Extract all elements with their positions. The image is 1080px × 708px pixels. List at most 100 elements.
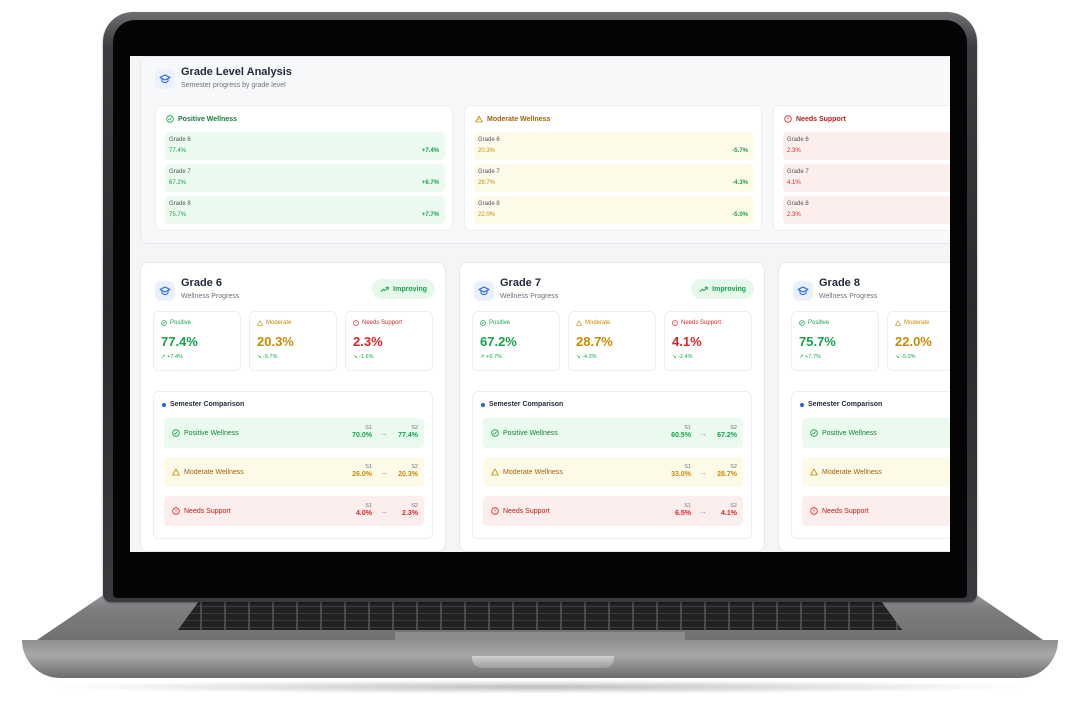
- metric-delta-text: +6.7%: [486, 354, 502, 360]
- moderate-wellness-heading: Moderate Wellness: [475, 115, 550, 123]
- comparison-label: Positive Wellness: [491, 429, 558, 437]
- comparison-label-text: Moderate Wellness: [822, 468, 882, 476]
- grade-value: 4.1%: [787, 180, 801, 186]
- metric-label-text: Moderate: [585, 320, 611, 326]
- semester-comparison-title: Semester Comparison: [808, 401, 883, 408]
- metric-delta-text: -5.7%: [263, 354, 278, 360]
- comparison-label: Moderate Wellness: [491, 468, 563, 476]
- grade-value: 28.7%: [478, 180, 496, 186]
- grade-title: Grade 7: [500, 277, 541, 289]
- semester-2: S2 28.7%: [717, 464, 737, 478]
- needs-support-card: Needs Support Grade 6 2.3% Grade 7 4.1% …: [773, 105, 950, 231]
- grade-value: 2.3%: [787, 212, 801, 218]
- semester-2-tag: S2: [730, 464, 737, 470]
- warning-triangle-icon: [475, 115, 483, 123]
- semester-1: S1 33.0%: [671, 464, 691, 478]
- metric-label: Moderate: [895, 320, 929, 326]
- check-circle-icon: [166, 115, 174, 123]
- grade-6-card: Grade 6 Wellness Progress Improving Posi…: [140, 262, 446, 552]
- semester-1-value: 26.0%: [352, 471, 372, 478]
- semester-2-tag: S2: [730, 425, 737, 431]
- metric-delta-text: -1.6%: [359, 354, 374, 360]
- grade-value: 2.3%: [787, 148, 801, 154]
- semester-2: S2 4.1%: [721, 503, 737, 517]
- arrow-right-icon: →: [699, 429, 707, 438]
- comparison-label: Moderate Wellness: [810, 468, 882, 476]
- semester-comparison-title: Semester Comparison: [170, 401, 245, 408]
- semester-2-value: 77.4%: [398, 432, 418, 439]
- warning-triangle-icon: [576, 320, 582, 326]
- grade-name: Grade 8: [169, 201, 191, 207]
- check-circle-icon: [810, 429, 818, 437]
- comparison-row-positive: Positive Wellness S1 70.0% → S2 77.4%: [164, 418, 424, 448]
- laptop-screen: Grade Level Analysis Semester progress b…: [130, 56, 950, 552]
- semester-2: S2 77.4%: [398, 425, 418, 439]
- laptop-shadow: [40, 680, 1040, 694]
- metric-delta: ↘ -5.0%: [895, 354, 916, 360]
- grade-name: Grade 7: [787, 169, 809, 175]
- metric-delta: ↘ -1.6%: [353, 354, 374, 360]
- semester-comparison: Semester Comparison Positive Wellness Mo…: [791, 391, 950, 539]
- metric-delta: ↗ +6.7%: [480, 354, 502, 360]
- semester-2: S2 67.2%: [717, 425, 737, 439]
- comparison-row-positive: Positive Wellness: [802, 418, 950, 448]
- grade-delta: -4.3%: [732, 180, 748, 186]
- semester-1-value: 70.0%: [352, 432, 372, 439]
- comparison-label: Positive Wellness: [172, 429, 239, 437]
- semester-comparison-title: Semester Comparison: [489, 401, 564, 408]
- arrow-right-icon: →: [699, 468, 707, 477]
- semester-comparison: Semester Comparison Positive Wellness S1…: [153, 391, 433, 539]
- metric-label-text: Needs Support: [681, 320, 722, 326]
- metric-label-text: Moderate: [904, 320, 930, 326]
- comparison-label: Needs Support: [491, 507, 550, 515]
- moderate-metric: Moderate 20.3% ↘ -5.7%: [249, 311, 337, 371]
- grade-subtitle: Wellness Progress: [500, 293, 559, 300]
- comparison-label-text: Positive Wellness: [503, 429, 558, 437]
- dashboard-canvas: Grade Level Analysis Semester progress b…: [130, 56, 950, 552]
- metric-delta-text: +7.7%: [805, 354, 821, 360]
- metric-label-text: Needs Support: [362, 320, 403, 326]
- comparison-label-text: Needs Support: [822, 507, 869, 515]
- graduation-cap-icon: [155, 69, 175, 89]
- metric-delta: ↗ +7.7%: [799, 354, 821, 360]
- grade-value: 20.3%: [478, 148, 496, 154]
- metric-delta-text: -5.0%: [901, 354, 916, 360]
- metric-value: 22.0%: [895, 334, 932, 349]
- metric-label-text: Moderate: [266, 320, 292, 326]
- arrow-right-icon: →: [699, 507, 707, 516]
- comparison-label-text: Positive Wellness: [822, 429, 877, 437]
- moderate-metric: Moderate 28.7% ↘ -4.3%: [568, 311, 656, 371]
- semester-comparison-heading: Semester Comparison: [800, 401, 882, 408]
- grade-name: Grade 7: [169, 169, 191, 175]
- semester-2-value: 67.2%: [717, 432, 737, 439]
- comparison-row-support: Needs Support: [802, 496, 950, 526]
- trend-up-icon: [699, 286, 708, 293]
- comparison-row-support: Needs Support S1 6.5% → S2 4.1%: [483, 496, 743, 526]
- metric-value: 67.2%: [480, 334, 517, 349]
- grade-row: Grade 8 22.0% -5.0%: [474, 196, 754, 224]
- comparison-row-moderate: Moderate Wellness S1 33.0% → S2 28.7%: [483, 457, 743, 487]
- comparison-label-text: Positive Wellness: [184, 429, 239, 437]
- grade-name: Grade 6: [169, 137, 191, 143]
- metric-delta: ↘ -5.7%: [257, 354, 278, 360]
- comparison-label-text: Needs Support: [184, 507, 231, 515]
- warning-triangle-icon: [257, 320, 263, 326]
- grade-row: Grade 6 20.3% -5.7%: [474, 132, 754, 160]
- semester-2-tag: S2: [411, 425, 418, 431]
- metric-delta-text: -2.4%: [678, 354, 693, 360]
- grade-subtitle: Wellness Progress: [181, 293, 240, 300]
- semester-comparison-heading: Semester Comparison: [481, 401, 563, 408]
- comparison-label: Needs Support: [810, 507, 869, 515]
- grade-delta: +6.7%: [421, 180, 439, 186]
- moderate-wellness-card: Moderate Wellness Grade 6 20.3% -5.7% Gr…: [464, 105, 762, 231]
- comparison-label-text: Moderate Wellness: [503, 468, 563, 476]
- category-label: Needs Support: [796, 115, 846, 123]
- grade-row: Grade 6 2.3%: [783, 132, 950, 160]
- metric-label: Positive: [161, 320, 191, 326]
- grade-level-analysis-panel: Grade Level Analysis Semester progress b…: [140, 56, 950, 244]
- grade-value: 67.2%: [169, 180, 187, 186]
- grade-row: Grade 7 28.7% -4.3%: [474, 164, 754, 192]
- metric-delta-text: +7.4%: [167, 354, 183, 360]
- semester-1-value: 6.5%: [675, 510, 691, 517]
- status-badge: Improving: [372, 279, 435, 299]
